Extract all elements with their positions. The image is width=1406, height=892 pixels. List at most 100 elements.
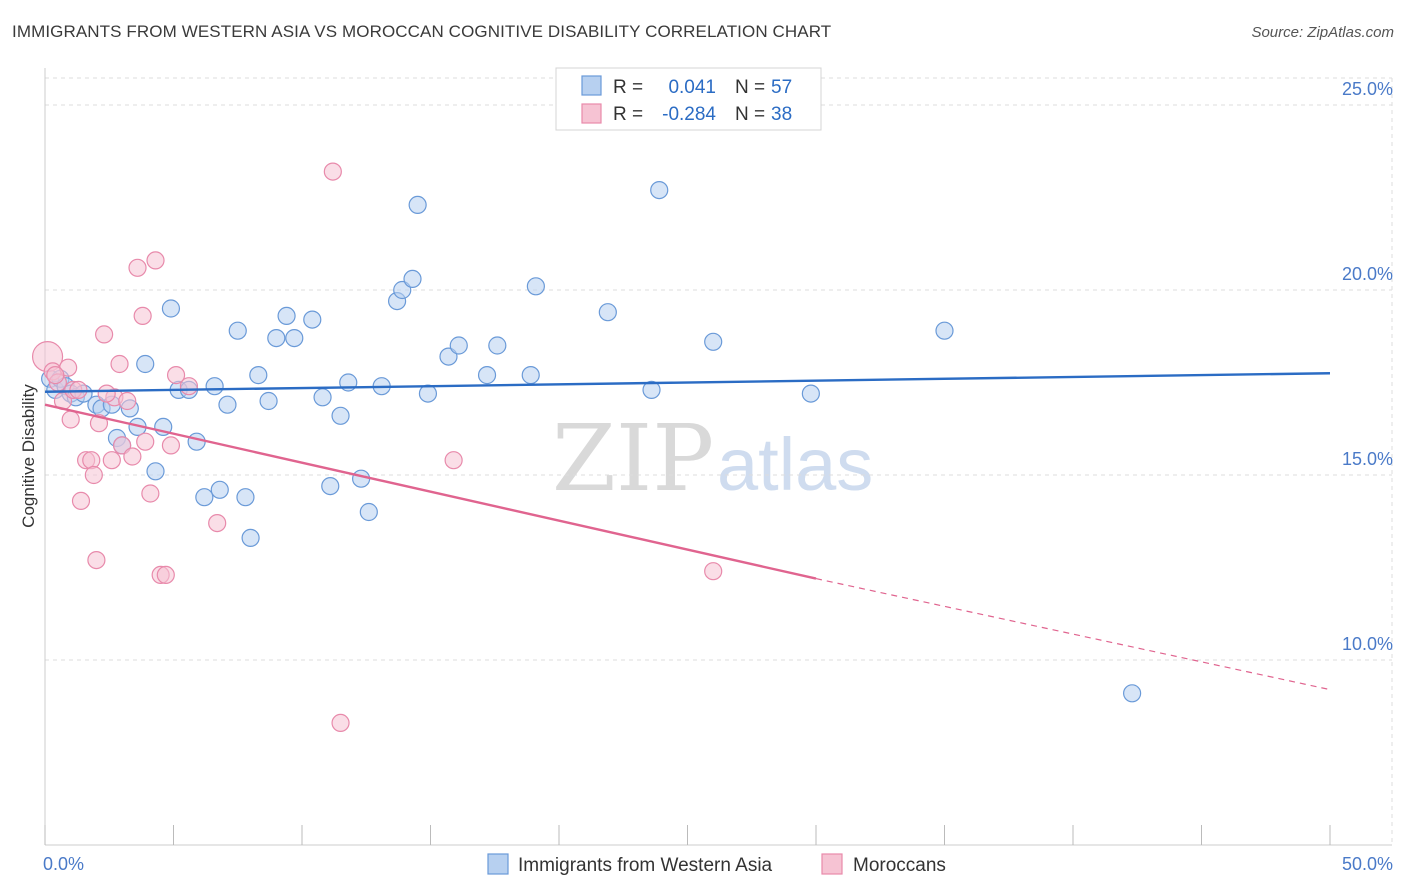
point-western-asia (210, 480, 229, 499)
x-tick-label-max: 50.0% (1342, 854, 1393, 874)
point-western-asia (359, 502, 378, 522)
point-moroccans (704, 562, 723, 581)
point-moroccans (71, 491, 91, 510)
point-western-asia (704, 332, 723, 351)
trend-lines (44, 372, 1331, 691)
axes (44, 68, 1393, 846)
point-western-asia (488, 336, 507, 355)
point-moroccans (141, 484, 160, 503)
point-moroccans (95, 325, 114, 344)
point-western-asia (205, 377, 224, 396)
point-western-asia (161, 299, 181, 318)
watermark-zip: ZIP (552, 405, 714, 512)
point-moroccans (84, 465, 103, 485)
trend-moroccans (44, 403, 817, 580)
point-western-asia (249, 366, 268, 385)
point-western-asia (331, 406, 350, 425)
point-western-asia (228, 321, 247, 340)
point-moroccans (208, 513, 227, 533)
point-western-asia (408, 195, 427, 214)
correlation-legend: R = 0.041 N = 57 R = -0.284 N = 38 (555, 67, 822, 131)
series-moroccans (31, 162, 723, 733)
y-tick-label: 10.0% (1342, 634, 1393, 654)
legend-r-label-blue: R = (613, 77, 643, 98)
point-western-asia (418, 384, 438, 403)
legend-n-value-pink: 38 (771, 104, 792, 125)
point-western-asia (352, 469, 371, 488)
y-tick-label: 20.0% (1342, 264, 1393, 284)
x-ticks (44, 825, 1331, 845)
point-moroccans (179, 377, 199, 396)
legend-n-label-blue: N = (735, 77, 765, 98)
legend-r-value-blue: 0.041 (668, 77, 716, 98)
chart-title: IMMIGRANTS FROM WESTERN ASIA VS MOROCCAN… (12, 22, 832, 41)
legend-r-label-pink: R = (613, 104, 643, 125)
y-tick-labels: 10.0% 15.0% 20.0% 25.0% (1342, 79, 1393, 654)
point-western-asia (477, 366, 497, 385)
point-western-asia (526, 277, 545, 296)
point-moroccans (161, 436, 181, 455)
point-moroccans (87, 550, 106, 570)
point-moroccans (102, 451, 121, 470)
point-western-asia (241, 528, 260, 548)
point-moroccans (112, 436, 132, 455)
point-moroccans (133, 306, 152, 325)
point-western-asia (403, 269, 422, 288)
bottom-legend-swatch-pink (821, 853, 843, 875)
point-western-asia (449, 336, 468, 355)
trend-moroccans-extrapolated (815, 578, 1331, 691)
point-moroccans (323, 162, 342, 181)
legend-n-value-blue: 57 (771, 77, 792, 98)
point-western-asia (267, 329, 286, 348)
point-moroccans (331, 713, 350, 733)
point-western-asia (218, 395, 237, 414)
point-western-asia (146, 462, 165, 481)
legend-r-value-pink: -0.284 (662, 104, 716, 125)
point-western-asia (259, 391, 278, 411)
point-western-asia (285, 329, 304, 348)
point-moroccans (118, 391, 137, 411)
point-western-asia (277, 306, 296, 325)
point-moroccans (110, 354, 129, 374)
point-western-asia (935, 321, 954, 340)
point-moroccans (123, 447, 142, 466)
x-tick-labels: 0.0% 50.0% (43, 854, 1393, 874)
point-western-asia (195, 488, 214, 507)
y-axis-title: Cognitive Disability (19, 384, 38, 528)
y-tick-label: 25.0% (1342, 79, 1393, 99)
point-western-asia (303, 310, 322, 329)
point-western-asia (393, 280, 412, 300)
point-moroccans (166, 366, 186, 385)
y-tick-label: 15.0% (1342, 449, 1393, 469)
series-legend: Immigrants from Western Asia Moroccans (487, 853, 946, 876)
bottom-legend-label-pink: Moroccans (853, 855, 946, 876)
point-western-asia (598, 303, 617, 322)
point-moroccans (444, 451, 463, 470)
point-moroccans (128, 258, 147, 277)
point-moroccans (97, 384, 116, 403)
point-western-asia (1123, 684, 1142, 703)
point-western-asia (313, 388, 332, 407)
bottom-legend-label-blue: Immigrants from Western Asia (518, 855, 773, 876)
point-western-asia (321, 477, 340, 496)
trend-western-asia (44, 372, 1331, 393)
legend-swatch-blue (581, 75, 602, 96)
point-western-asia (236, 488, 255, 507)
point-moroccans (46, 366, 65, 385)
point-western-asia (642, 380, 661, 399)
legend-swatch-pink (581, 103, 602, 124)
point-moroccans (69, 380, 88, 399)
point-moroccans (136, 432, 155, 451)
x-tick-label-min: 0.0% (43, 854, 84, 874)
point-western-asia (521, 366, 540, 385)
point-western-asia (136, 354, 155, 374)
point-moroccans (156, 565, 175, 585)
point-western-asia (801, 384, 820, 403)
point-moroccans (82, 451, 101, 470)
watermark-atlas: atlas (717, 423, 873, 506)
point-western-asia (439, 347, 458, 366)
legend-n-label-pink: N = (735, 104, 765, 125)
point-moroccans (61, 410, 80, 429)
point-western-asia (187, 432, 206, 451)
